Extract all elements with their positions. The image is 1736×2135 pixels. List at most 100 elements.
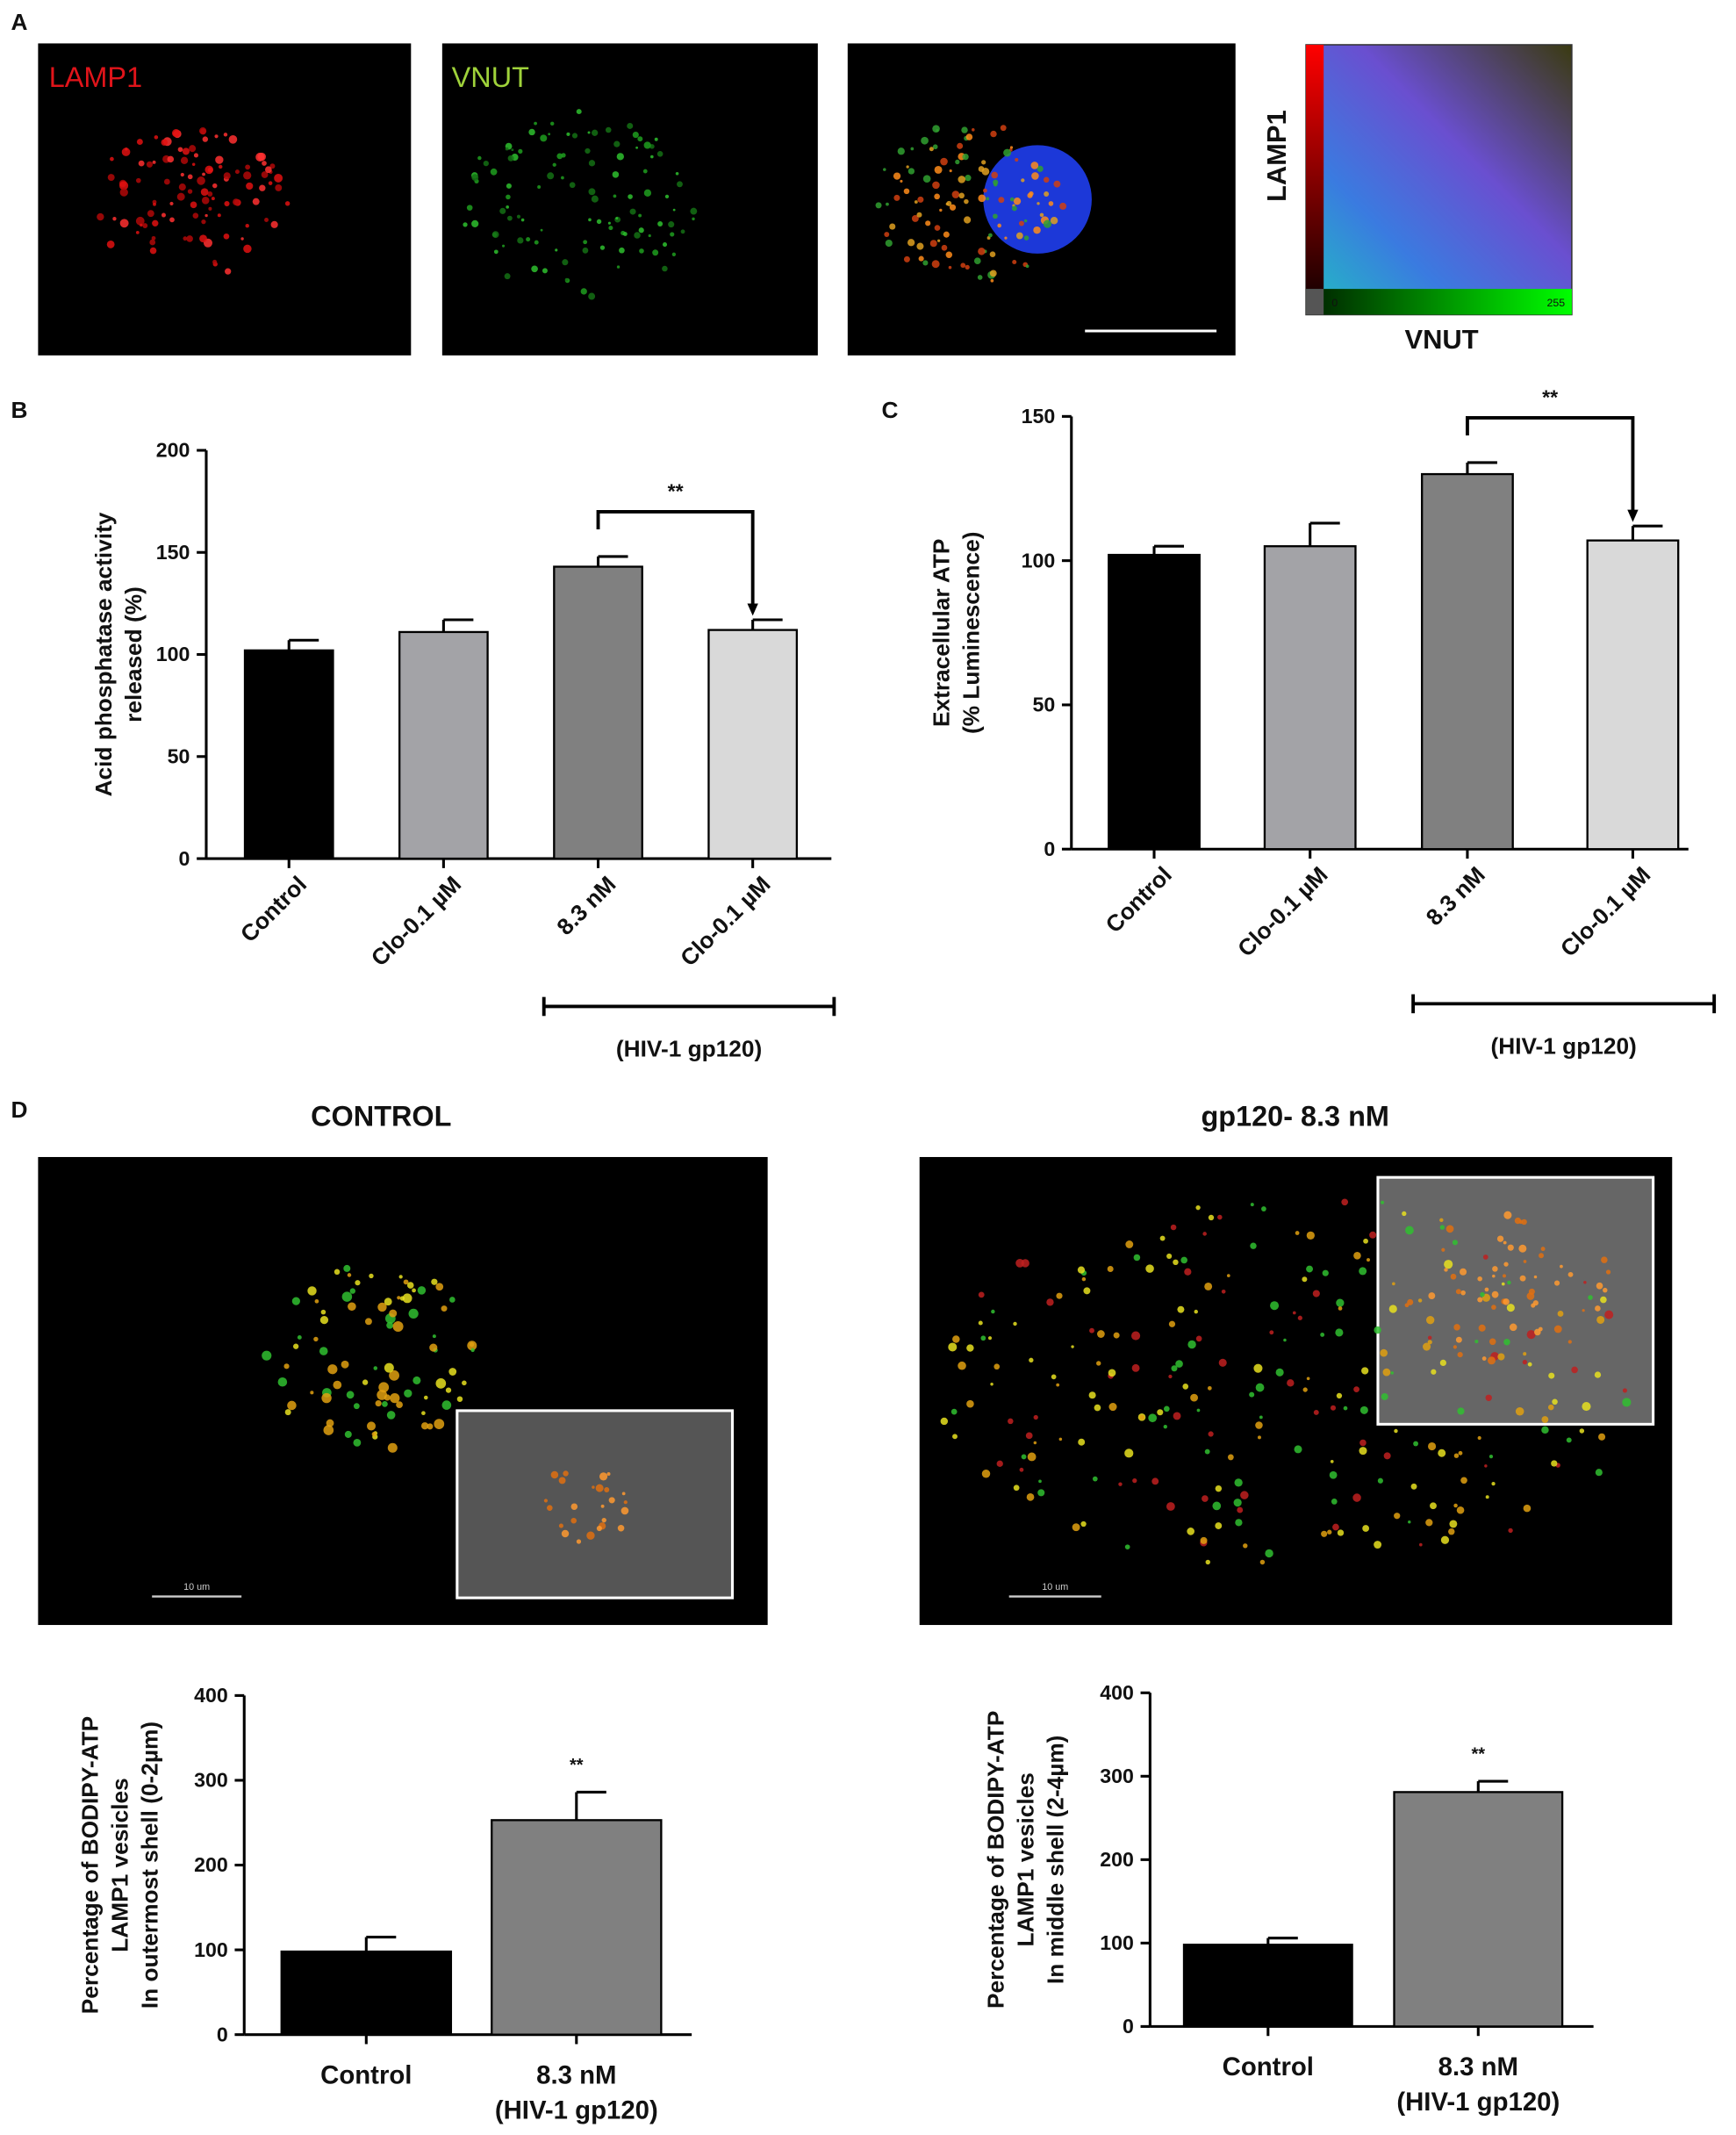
vesicle [1456, 1506, 1465, 1514]
vesicle [627, 122, 634, 129]
vesicle [1234, 1478, 1243, 1487]
vesicle [617, 1524, 625, 1532]
vesicle [402, 1293, 412, 1304]
vesicle [1450, 1273, 1457, 1280]
vesicle [606, 1471, 611, 1476]
vesicle [135, 230, 140, 234]
vesicle [981, 160, 986, 165]
vesicle [463, 222, 468, 227]
vesicle [941, 244, 948, 251]
vesicle [1491, 1305, 1496, 1310]
vesicle [549, 121, 555, 126]
vesicle [555, 248, 558, 252]
vesicle [1540, 1247, 1546, 1252]
vesicle [921, 136, 929, 145]
vesicle [1457, 1352, 1463, 1358]
vesicle [1523, 1352, 1527, 1356]
vesicle [1453, 1503, 1458, 1508]
vesicle [377, 1390, 387, 1400]
vesicle [1249, 1391, 1255, 1398]
vesicle [1369, 1231, 1377, 1239]
vesicle [1072, 1523, 1080, 1532]
significance-label: ** [668, 479, 684, 502]
vesicle [662, 242, 668, 248]
vesicle [949, 169, 952, 173]
vesicle [628, 194, 633, 199]
vesicle [199, 234, 207, 243]
vesicle [562, 259, 569, 266]
vesicle [283, 1363, 290, 1369]
vesicle [690, 207, 698, 215]
vesicle [1459, 1268, 1467, 1276]
vesicle [106, 241, 115, 248]
vesicle [147, 210, 154, 218]
bracket-arrow [1627, 509, 1639, 522]
vesicle [1352, 1493, 1361, 1502]
vesicle [1004, 236, 1008, 240]
y-tick-label: 150 [1022, 405, 1056, 428]
vesicle [1187, 1340, 1196, 1349]
vesicle [1177, 1305, 1185, 1313]
vesicle [121, 147, 131, 156]
vesicle [1094, 1404, 1101, 1412]
bar [553, 565, 643, 860]
vesicle [561, 176, 564, 180]
vesicle [601, 1517, 606, 1523]
vesicle [1482, 1254, 1489, 1260]
vesicle [1418, 1542, 1423, 1547]
vesicle [1539, 1253, 1544, 1259]
vesicle [1255, 1383, 1265, 1392]
vesicle [319, 1315, 329, 1325]
vesicle [1532, 1300, 1539, 1306]
vesicle [1131, 1331, 1141, 1341]
vesicle [1196, 1408, 1201, 1413]
vesicle [384, 1298, 392, 1306]
vesicle [146, 161, 154, 168]
vesicle [1306, 1377, 1310, 1381]
vesicle [599, 245, 606, 250]
significance-label: ** [1542, 385, 1558, 408]
vesicle [223, 233, 230, 240]
vesicle [163, 178, 170, 185]
vesicle [531, 265, 538, 273]
vesicle [319, 1347, 328, 1355]
bar [1182, 1944, 1353, 2028]
x-tick-label: Control [235, 871, 312, 947]
vesicle [619, 247, 625, 254]
vesicle [1327, 1529, 1332, 1535]
vesicle [287, 1400, 297, 1411]
vesicle [637, 136, 643, 142]
vesicle [348, 1302, 356, 1312]
vesicle [1449, 1520, 1458, 1528]
vesicle [1171, 1365, 1178, 1372]
vesicle [1026, 1493, 1035, 1501]
vesicle [507, 155, 514, 162]
vesicle [585, 147, 591, 155]
vesicle [571, 133, 578, 139]
vesicle [1019, 1467, 1024, 1472]
vesicle [1508, 1528, 1513, 1534]
vesicle [1491, 1290, 1499, 1298]
significance-bracket [596, 509, 755, 612]
vesicle [516, 214, 521, 219]
vesicle [586, 1531, 595, 1540]
vesicle [1426, 1315, 1435, 1325]
y-axis-label: Extracellular ATP [929, 539, 955, 727]
vesicle [1030, 162, 1039, 169]
vesicle [435, 1283, 444, 1291]
vesicle [384, 1362, 394, 1373]
coloc-max: 255 [1547, 297, 1566, 309]
vesicle [543, 1499, 549, 1503]
image-title: gp120- 8.3 nM [1201, 1100, 1389, 1132]
vesicle [580, 288, 587, 295]
vesicle [387, 1442, 398, 1453]
vesicle [208, 206, 212, 211]
vesicle [1096, 1330, 1105, 1338]
vesicle [417, 1286, 427, 1295]
vesicle [1226, 1274, 1230, 1277]
x-tick-label: (HIV-1 gp120) [495, 2095, 658, 2124]
vesicle [587, 131, 591, 134]
vesicle [1441, 1247, 1445, 1252]
vesicle [600, 1504, 605, 1508]
vesicle [1237, 1506, 1244, 1513]
